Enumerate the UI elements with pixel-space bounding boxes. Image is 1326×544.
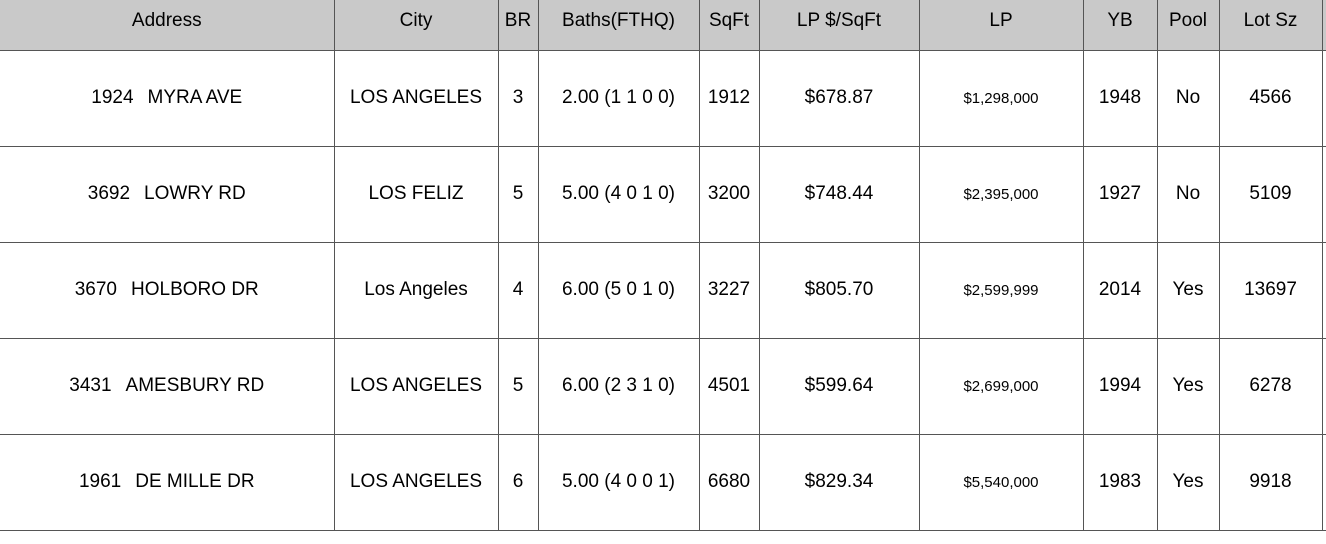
cell-pool: No [1156, 145, 1220, 243]
header-row: Address City BR Baths(FTHQ) SqFt LP $/Sq… [0, 0, 1326, 51]
cell-address: 1924 MYRA AVE [0, 49, 335, 147]
address-street: DE MILLE DR [135, 471, 255, 492]
address-number: 3670 [74, 279, 118, 300]
cell-baths: 5.00 (4 0 0 1) [537, 433, 700, 531]
cell-lp-per-sqft: $748.44 [758, 145, 920, 243]
address-street: MYRA AVE [147, 87, 243, 108]
cell-extra [1321, 433, 1326, 531]
cell-city: Los Angeles [333, 241, 499, 339]
cell-address: 1961 DE MILLE DR [0, 433, 335, 531]
cell-address: 3670 HOLBORO DR [0, 241, 335, 339]
table-row: 1924 MYRA AVE LOS ANGELES 3 2.00 (1 1 0 0… [0, 49, 1326, 147]
address-street: LOWRY RD [144, 183, 246, 204]
cell-lot-sz: 4566 [1218, 49, 1323, 147]
header-address: Address [0, 0, 335, 51]
cell-lp-per-sqft: $805.70 [758, 241, 920, 339]
cell-extra [1321, 49, 1326, 147]
cell-sqft: 3227 [698, 241, 760, 339]
cell-lot-sz: 6278 [1218, 337, 1323, 435]
cell-baths: 5.00 (4 0 1 0) [537, 145, 700, 243]
header-br: BR [497, 0, 539, 51]
cell-lp: $2,599,999 [918, 241, 1084, 339]
cell-br: 5 [497, 337, 539, 435]
header-baths: Baths(FTHQ) [537, 0, 700, 51]
cell-yb: 1948 [1082, 49, 1158, 147]
cell-lp-per-sqft: $599.64 [758, 337, 920, 435]
address-number: 1961 [78, 471, 122, 492]
cell-pool: Yes [1156, 337, 1220, 435]
cell-address: 3431 AMESBURY RD [0, 337, 335, 435]
cell-sqft: 4501 [698, 337, 760, 435]
cell-lot-sz: 13697 [1218, 241, 1323, 339]
cell-extra [1321, 337, 1326, 435]
cell-lot-sz: 5109 [1218, 145, 1323, 243]
header-city: City [333, 0, 499, 51]
cell-lp-per-sqft: $829.34 [758, 433, 920, 531]
cell-pool: No [1156, 49, 1220, 147]
cell-lot-sz: 9918 [1218, 433, 1323, 531]
cell-yb: 1927 [1082, 145, 1158, 243]
cell-city: LOS ANGELES [333, 49, 499, 147]
cell-lp: $1,298,000 [918, 49, 1084, 147]
cell-lp: $2,699,000 [918, 337, 1084, 435]
cell-yb: 1994 [1082, 337, 1158, 435]
header-extra [1321, 0, 1326, 51]
table-row: 3692 LOWRY RD LOS FELIZ 5 5.00 (4 0 1 0) … [0, 145, 1326, 243]
header-lot-sz: Lot Sz [1218, 0, 1323, 51]
header-yb: YB [1082, 0, 1158, 51]
header-pool: Pool [1156, 0, 1220, 51]
cell-sqft: 6680 [698, 433, 760, 531]
cell-pool: Yes [1156, 241, 1220, 339]
header-lp: LP [918, 0, 1084, 51]
header-sqft: SqFt [698, 0, 760, 51]
table-row: 3670 HOLBORO DR Los Angeles 4 6.00 (5 0 1… [0, 241, 1326, 339]
cell-city: LOS ANGELES [333, 337, 499, 435]
cell-city: LOS ANGELES [333, 433, 499, 531]
table-row: 3431 AMESBURY RD LOS ANGELES 5 6.00 (2 3 … [0, 337, 1326, 435]
listing-table: Address City BR Baths(FTHQ) SqFt LP $/Sq… [0, 0, 1326, 531]
cell-extra [1321, 145, 1326, 243]
cell-address: 3692 LOWRY RD [0, 145, 335, 243]
address-street: AMESBURY RD [125, 375, 265, 396]
table-row: 1961 DE MILLE DR LOS ANGELES 6 5.00 (4 0 … [0, 433, 1326, 531]
cell-br: 6 [497, 433, 539, 531]
cell-extra [1321, 241, 1326, 339]
address-number: 1924 [91, 87, 134, 108]
cell-lp: $2,395,000 [918, 145, 1084, 243]
address-number: 3431 [69, 375, 112, 396]
address-street: HOLBORO DR [131, 279, 259, 300]
cell-br: 4 [497, 241, 539, 339]
address-number: 3692 [87, 183, 131, 204]
cell-br: 5 [497, 145, 539, 243]
cell-pool: Yes [1156, 433, 1220, 531]
header-lp-per-sqft: LP $/SqFt [758, 0, 920, 51]
cell-br: 3 [497, 49, 539, 147]
cell-sqft: 1912 [698, 49, 760, 147]
cell-baths: 6.00 (2 3 1 0) [537, 337, 700, 435]
cell-city: LOS FELIZ [333, 145, 499, 243]
cell-baths: 2.00 (1 1 0 0) [537, 49, 700, 147]
cell-yb: 1983 [1082, 433, 1158, 531]
cell-sqft: 3200 [698, 145, 760, 243]
cell-lp: $5,540,000 [918, 433, 1084, 531]
cell-lp-per-sqft: $678.87 [758, 49, 920, 147]
cell-yb: 2014 [1082, 241, 1158, 339]
bottom-margin [0, 534, 1326, 544]
cell-baths: 6.00 (5 0 1 0) [537, 241, 700, 339]
